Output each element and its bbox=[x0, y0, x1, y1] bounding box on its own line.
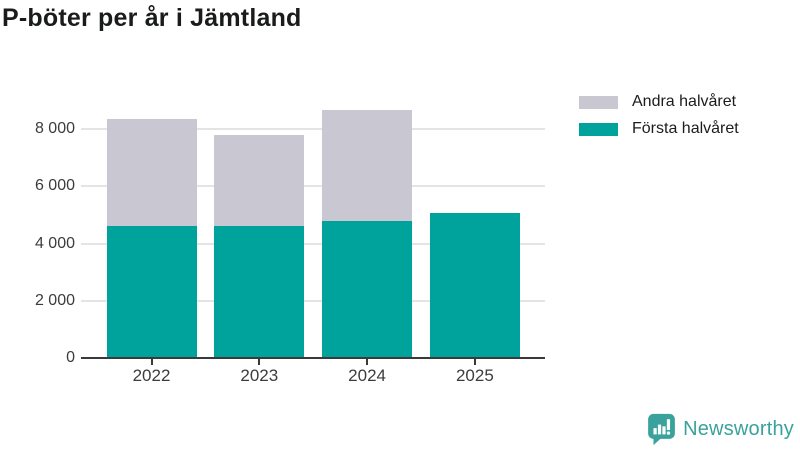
gridline-6000 bbox=[81, 185, 545, 188]
x-tick-mark-2025 bbox=[473, 359, 476, 365]
legend-label: Första halvåret bbox=[632, 120, 739, 137]
legend-item-andra-halvåret: Andra halvåret bbox=[579, 92, 739, 112]
legend-item-första-halvåret: Första halvåret bbox=[579, 119, 739, 139]
x-tick-mark-2023 bbox=[258, 359, 261, 365]
gridline-2000 bbox=[81, 299, 545, 302]
y-tick-label-2000: 2 000 bbox=[34, 291, 75, 309]
x-tick-label-2023: 2023 bbox=[240, 366, 279, 385]
bar-2024-första-halvåret bbox=[322, 220, 413, 358]
y-tick-label-0: 0 bbox=[66, 349, 75, 366]
newsworthy-logo-text: Newsworthy bbox=[683, 418, 794, 440]
legend-swatch bbox=[579, 95, 618, 109]
bar-2022-första-halvåret bbox=[106, 226, 197, 358]
y-tick-label-6000: 6 000 bbox=[34, 177, 75, 195]
legend-swatch bbox=[579, 122, 618, 136]
y-tick-label-8000: 8 000 bbox=[34, 120, 75, 137]
gridline-8000 bbox=[81, 128, 545, 130]
y-tick-label-4000: 4 000 bbox=[34, 234, 75, 252]
x-tick-label-2025: 2025 bbox=[455, 366, 494, 385]
newsworthy-logo: Newsworthy bbox=[647, 413, 794, 446]
bar-2023-andra-halvåret bbox=[214, 134, 305, 227]
x-tick-mark-2022 bbox=[150, 359, 153, 365]
x-tick-mark-2024 bbox=[366, 359, 369, 365]
x-tick-label-2024: 2024 bbox=[348, 366, 386, 385]
legend-label: Andra halvåret bbox=[632, 93, 737, 110]
x-tick-label-2022: 2022 bbox=[132, 366, 171, 385]
newsworthy-logo-icon bbox=[648, 413, 675, 446]
plot-area bbox=[81, 90, 545, 358]
chart-legend: Andra halvåret Första halvåret bbox=[579, 92, 739, 146]
bar-2024-andra-halvåret bbox=[322, 110, 413, 221]
gridline-4000 bbox=[81, 242, 545, 245]
x-axis-line bbox=[81, 357, 545, 359]
bar-2023-första-halvåret bbox=[214, 226, 305, 358]
chart-title: P-böter per år i Jämtland bbox=[2, 4, 302, 32]
bar-2025-första-halvåret bbox=[429, 212, 520, 358]
bar-2022-andra-halvåret bbox=[106, 118, 197, 227]
